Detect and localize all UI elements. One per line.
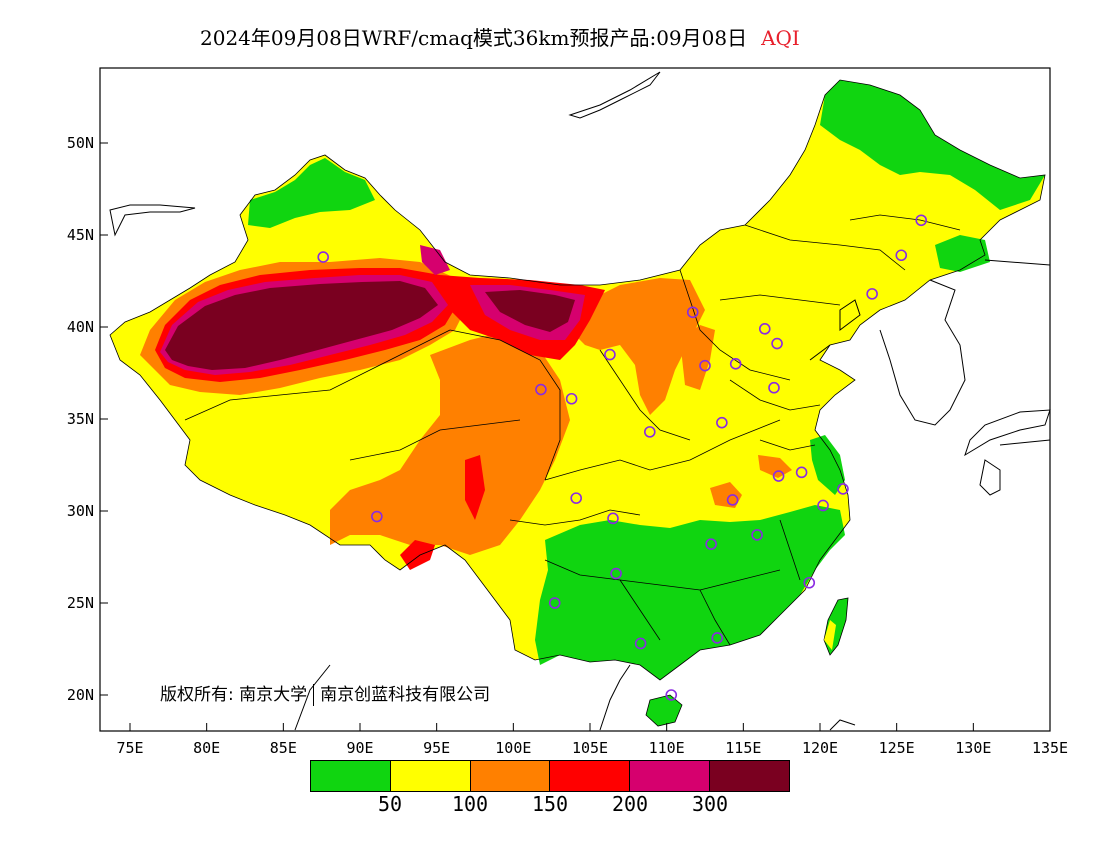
region-usg-loess — [570, 278, 705, 415]
lon-tick-label: 95E — [423, 739, 450, 757]
legend-swatch — [470, 761, 551, 791]
product-label: AQI — [761, 26, 800, 50]
city-marker — [686, 306, 699, 319]
city-marker — [705, 538, 717, 550]
city-marker — [317, 251, 330, 263]
region-good-south — [535, 505, 845, 680]
title-text: 2024年09月08日WRF/cmaq模式36km预报产品:09月08日 — [200, 26, 748, 50]
color-legend — [310, 760, 790, 792]
city-marker — [565, 392, 578, 405]
city-marker — [795, 466, 808, 479]
city-marker — [726, 494, 739, 506]
region-good-yangtze — [810, 435, 845, 495]
region-good-northeast-2 — [935, 235, 990, 272]
city-marker — [837, 483, 849, 495]
copyright-separator — [313, 684, 315, 706]
legend-level-label: 300 — [691, 792, 729, 816]
lon-tick-label: 135E — [1032, 739, 1068, 757]
lon-tick-label: 80E — [193, 739, 220, 757]
city-marker — [866, 288, 878, 300]
lat-tick-label: 45N — [67, 226, 94, 244]
hainan-island — [645, 694, 683, 727]
lon-tick-label: 115E — [725, 739, 761, 757]
city-marker — [768, 381, 780, 394]
legend-level-label: 200 — [611, 792, 649, 816]
city-marker — [699, 359, 711, 372]
city-marker — [610, 567, 622, 580]
taiwan-south-tip — [824, 620, 836, 650]
axis-ticks: 50N 45N 40N 35N 30N 25N 20N 75E 80E 85E 90E 95E 100E… — [67, 134, 1068, 757]
lat-tick-label: 35N — [67, 410, 94, 428]
lon-tick-label: 100E — [495, 739, 531, 757]
lon-tick-label: 85E — [270, 739, 297, 757]
city-marker — [729, 357, 742, 370]
city-marker — [665, 689, 678, 701]
region-good-xinjiang — [248, 158, 375, 228]
city-marker — [716, 416, 728, 429]
lon-tick-label: 110E — [649, 739, 685, 757]
lon-tick-label: 105E — [572, 739, 608, 757]
city-marker — [607, 512, 619, 525]
legend-swatch — [311, 761, 391, 791]
region-unhealthy-tibet-n — [465, 455, 485, 520]
city-marker — [570, 492, 583, 504]
lat-tick-label: 50N — [67, 134, 94, 152]
lon-tick-label: 125E — [879, 739, 915, 757]
region-usg-tibet — [330, 330, 570, 555]
region-usg-anhui — [758, 455, 792, 478]
city-marker — [535, 383, 547, 396]
lat-tick-label: 25N — [67, 594, 94, 612]
city-marker — [751, 529, 763, 541]
city-marker — [643, 426, 656, 438]
city-marker — [371, 510, 383, 523]
legend-swatch — [630, 761, 711, 791]
city-marker — [817, 499, 829, 512]
legend-swatch — [390, 761, 471, 791]
lat-tick-label: 40N — [67, 318, 94, 336]
city-marker — [772, 470, 785, 482]
city-marker — [895, 249, 908, 262]
aqi-field — [110, 80, 1045, 680]
region-good-northeast — [820, 80, 1045, 210]
city-marker — [548, 597, 561, 609]
legend-labels: 50 100 150 200 300 — [0, 790, 1100, 820]
boundary-lines — [109, 79, 1046, 681]
city-marker — [711, 632, 724, 644]
copyright-right: 南京创蓝科技有限公司 — [320, 685, 491, 705]
city-marker — [803, 576, 816, 589]
lon-tick-label: 130E — [955, 739, 991, 757]
lon-tick-label: 120E — [802, 739, 838, 757]
copyright-left: 版权所有: 南京大学 — [160, 685, 308, 705]
region-usg-shanxi — [680, 325, 715, 390]
city-marker — [758, 323, 771, 335]
legend-swatch — [710, 761, 789, 791]
region-very-unhealthy-turpan — [420, 245, 450, 275]
legend-level-label: 50 — [377, 792, 403, 816]
region-hazardous-gobi — [485, 290, 575, 332]
map-title: 2024年09月08日WRF/cmaq模式36km预报产品:09月08日 AQI — [200, 22, 800, 51]
city-marker — [604, 348, 616, 361]
region-hazardous-tarim — [165, 281, 438, 370]
legend-swatch — [550, 761, 631, 791]
copyright-notice: 版权所有: 南京大学 南京创蓝科技有限公司 — [160, 680, 490, 706]
region-unhealthy-tibet-s — [400, 540, 435, 570]
city-marker — [634, 637, 647, 650]
legend-level-label: 100 — [451, 792, 489, 816]
city-markers — [317, 214, 928, 701]
legend-level-label: 150 — [531, 792, 569, 816]
lat-tick-label: 20N — [67, 686, 94, 704]
city-marker — [915, 214, 928, 227]
lon-tick-label: 90E — [346, 739, 373, 757]
lon-tick-label: 75E — [116, 739, 143, 757]
region-usg-hubei — [710, 482, 742, 508]
plot-frame — [99, 67, 1051, 732]
city-marker — [771, 337, 783, 350]
lat-tick-label: 30N — [67, 502, 94, 520]
